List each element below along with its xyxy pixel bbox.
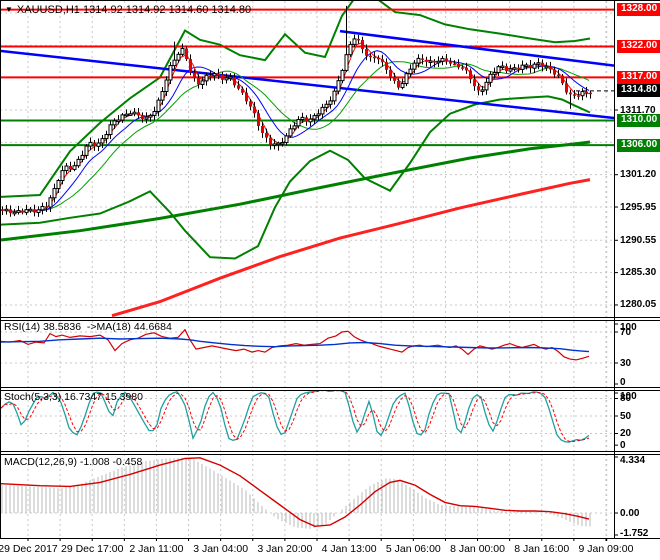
- chart-canvas[interactable]: [0, 1, 660, 560]
- chart-window: ▼ XAUUSD,H1 1314.92 1314.92 1314.60 1314.…: [0, 0, 660, 560]
